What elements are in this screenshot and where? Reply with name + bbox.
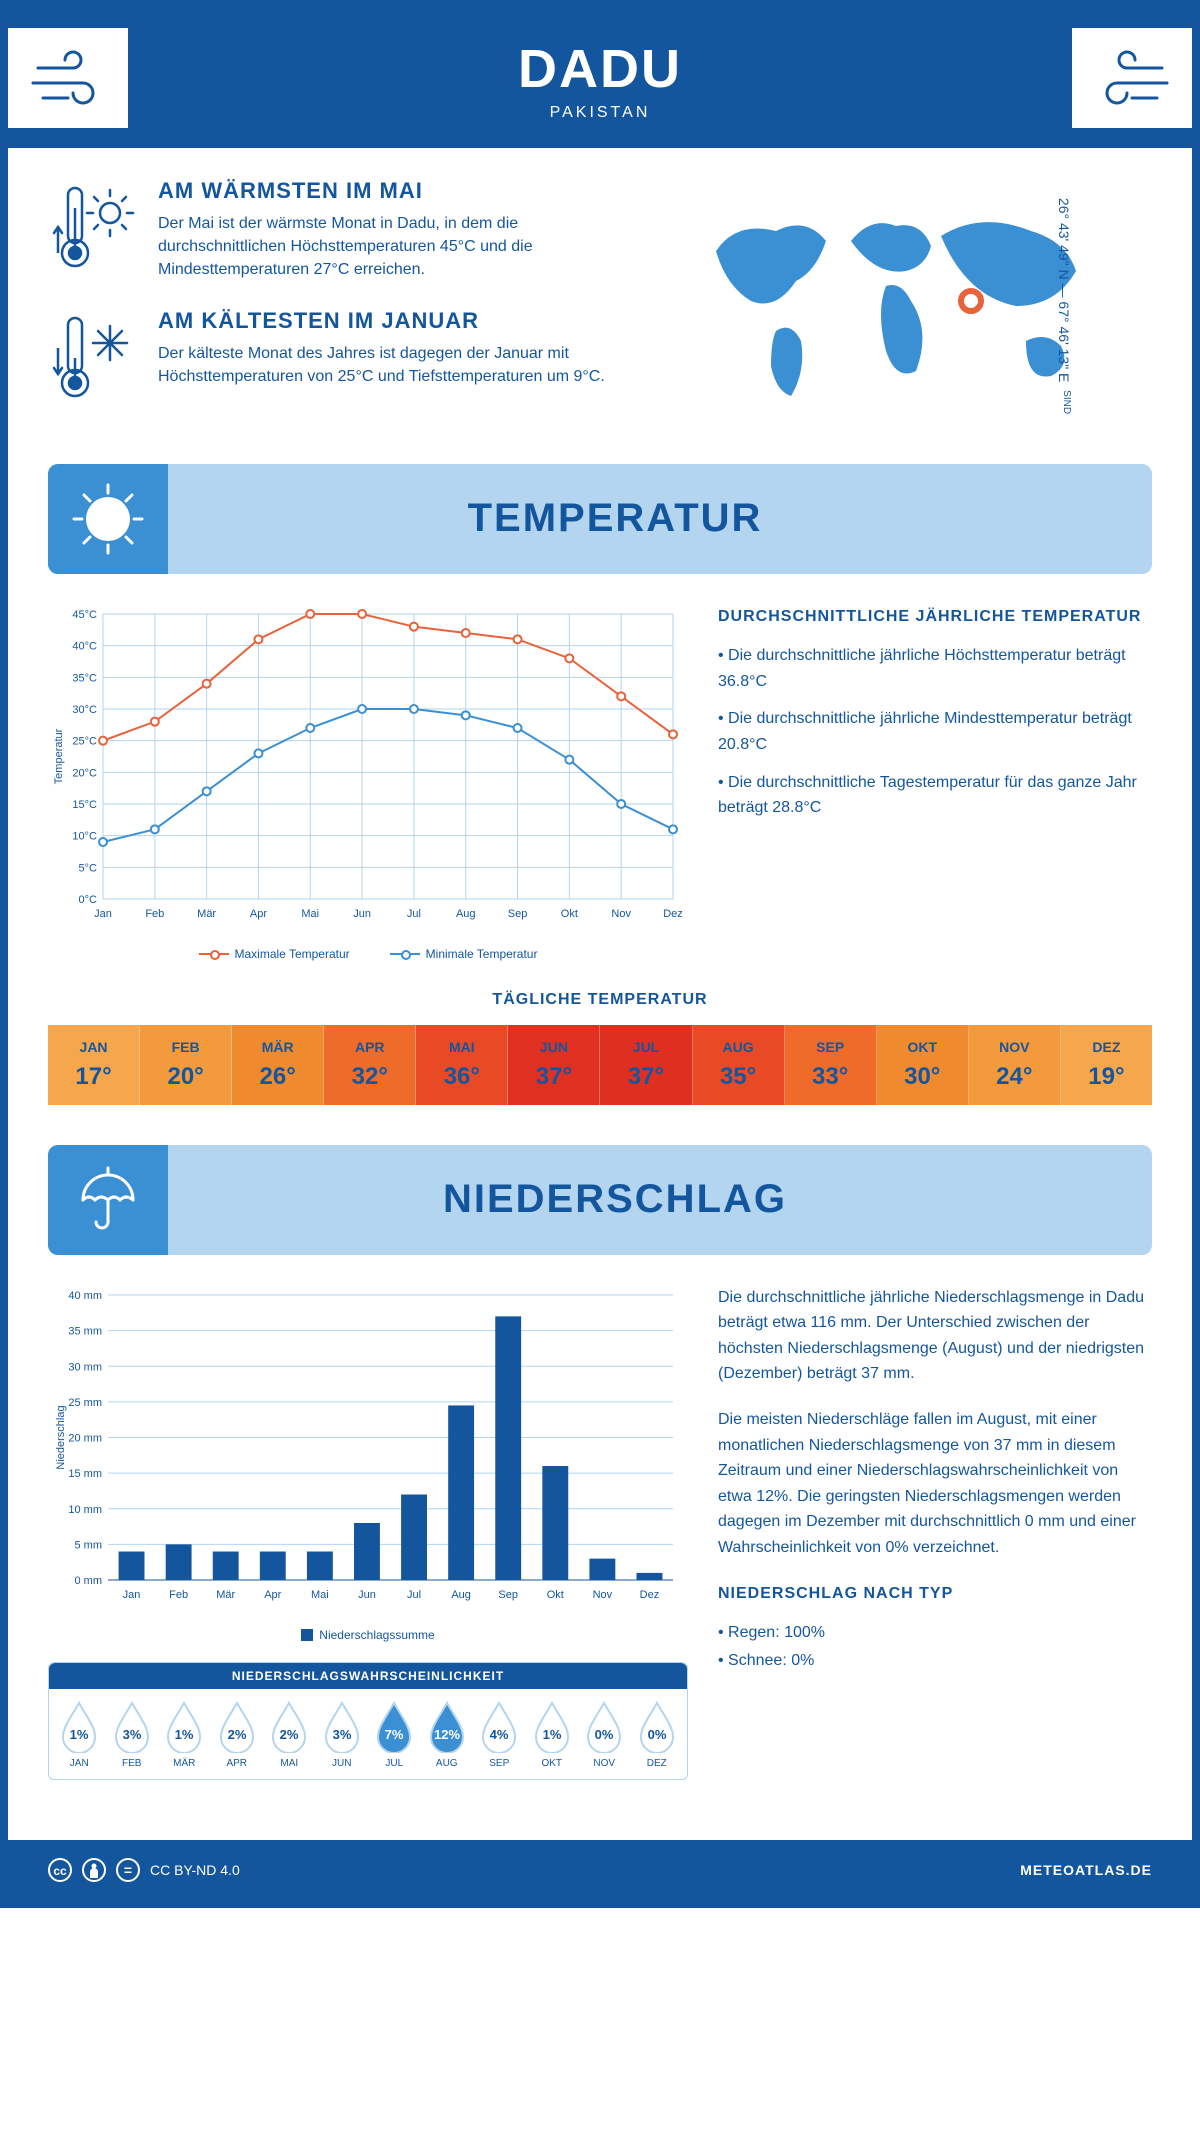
svg-text:1%: 1% [70, 1727, 89, 1742]
license-icons: cc = CC BY-ND 4.0 [48, 1858, 240, 1882]
svg-text:Jun: Jun [358, 1589, 376, 1601]
daily-temp-title: TÄGLICHE TEMPERATUR [48, 991, 1152, 1009]
thermometer-cold-icon [48, 308, 138, 408]
svg-text:0 mm: 0 mm [75, 1575, 103, 1587]
svg-text:10°C: 10°C [72, 830, 97, 842]
svg-text:30°C: 30°C [72, 704, 97, 716]
svg-text:Jul: Jul [407, 908, 421, 920]
svg-text:Dez: Dez [640, 1589, 660, 1601]
svg-text:Nov: Nov [611, 908, 631, 920]
svg-text:Sep: Sep [508, 908, 528, 920]
svg-text:Apr: Apr [250, 908, 267, 920]
svg-text:45°C: 45°C [72, 609, 97, 621]
coordinates: 26° 43' 49" N — 67° 46' 13" E SIND [1056, 198, 1072, 414]
temperature-summary: DURCHSCHNITTLICHE JÄHRLICHE TEMPERATUR •… [718, 604, 1152, 833]
cold-title: AM KÄLTESTEN IM JANUAR [158, 308, 611, 334]
warm-text: Der Mai ist der wärmste Monat in Dadu, i… [158, 212, 611, 282]
precipitation-chart: 0 mm 5 mm 10 mm 15 mm 20 mm 25 mm 30 mm 35 mm 40… [48, 1285, 688, 1780]
temperature-chart: 0°C 5°C 10°C 15°C 20°C 25°C 30°C 35°C 40°C 45°C Ja… [48, 604, 688, 961]
svg-text:20 mm: 20 mm [68, 1432, 102, 1444]
svg-text:0°C: 0°C [79, 894, 98, 906]
precipitation-summary: Die durchschnittliche jährliche Niedersc… [718, 1285, 1152, 1686]
wind-icon-left [8, 28, 128, 128]
wind-icon-right [1072, 28, 1192, 128]
svg-text:Aug: Aug [456, 908, 476, 920]
svg-text:20°C: 20°C [72, 767, 97, 779]
svg-text:Aug: Aug [451, 1589, 471, 1601]
svg-text:5 mm: 5 mm [75, 1539, 103, 1551]
svg-text:2%: 2% [227, 1727, 246, 1742]
umbrella-icon [48, 1145, 168, 1255]
svg-text:12%: 12% [434, 1727, 460, 1742]
svg-text:3%: 3% [122, 1727, 141, 1742]
header: DADU PAKISTAN [8, 8, 1192, 148]
svg-text:35°C: 35°C [72, 672, 97, 684]
legend-min: Minimale Temperatur [426, 947, 538, 961]
svg-text:2%: 2% [280, 1727, 299, 1742]
svg-text:Sep: Sep [498, 1589, 518, 1601]
svg-text:Temperatur: Temperatur [53, 728, 65, 784]
svg-text:Jul: Jul [407, 1589, 421, 1601]
sun-icon [48, 464, 168, 574]
page-subtitle: PAKISTAN [8, 104, 1192, 122]
svg-text:10 mm: 10 mm [68, 1503, 102, 1515]
legend-precip: Niederschlagssumme [319, 1628, 434, 1642]
svg-text:=: = [124, 1862, 132, 1878]
footer: cc = CC BY-ND 4.0 METEOATLAS.DE [8, 1840, 1192, 1900]
svg-text:15 mm: 15 mm [68, 1468, 102, 1480]
cold-text: Der kälteste Monat des Jahres ist dagege… [158, 342, 611, 388]
precip-probability-box: NIEDERSCHLAGSWAHRSCHEINLICHKEIT 1%JAN3%F… [48, 1662, 688, 1780]
svg-text:Feb: Feb [169, 1589, 188, 1601]
svg-text:Mai: Mai [301, 908, 319, 920]
svg-text:25 mm: 25 mm [68, 1396, 102, 1408]
svg-text:40 mm: 40 mm [68, 1290, 102, 1302]
svg-text:7%: 7% [385, 1727, 404, 1742]
svg-text:40°C: 40°C [72, 640, 97, 652]
svg-text:4%: 4% [490, 1727, 509, 1742]
section-precipitation: NIEDERSCHLAG [48, 1145, 1152, 1255]
svg-text:15°C: 15°C [72, 799, 97, 811]
svg-text:Mär: Mär [197, 908, 216, 920]
svg-text:1%: 1% [175, 1727, 194, 1742]
svg-text:Jan: Jan [94, 908, 112, 920]
svg-text:Dez: Dez [663, 908, 683, 920]
world-map: 26° 43' 49" N — 67° 46' 13" E SIND [641, 178, 1152, 434]
section-temperature: TEMPERATUR [48, 464, 1152, 574]
svg-text:Okt: Okt [561, 908, 578, 920]
legend-max: Maximale Temperatur [235, 947, 350, 961]
svg-text:5°C: 5°C [79, 862, 98, 874]
page-title: DADU [8, 38, 1192, 100]
site-name: METEOATLAS.DE [1020, 1862, 1152, 1878]
svg-text:Niederschlag: Niederschlag [55, 1405, 67, 1469]
warm-title: AM WÄRMSTEN IM MAI [158, 178, 611, 204]
svg-text:0%: 0% [647, 1727, 666, 1742]
svg-text:1%: 1% [542, 1727, 561, 1742]
license-text: CC BY-ND 4.0 [150, 1862, 240, 1878]
svg-text:cc: cc [53, 1864, 67, 1878]
svg-text:Feb: Feb [145, 908, 164, 920]
svg-text:Jun: Jun [353, 908, 371, 920]
svg-text:Nov: Nov [593, 1589, 613, 1601]
svg-text:35 mm: 35 mm [68, 1325, 102, 1337]
svg-text:Mai: Mai [311, 1589, 329, 1601]
svg-text:Okt: Okt [547, 1589, 564, 1601]
precipitation-heading: NIEDERSCHLAG [198, 1177, 1032, 1222]
thermometer-hot-icon [48, 178, 138, 278]
svg-text:Mär: Mär [216, 1589, 235, 1601]
svg-text:Apr: Apr [264, 1589, 281, 1601]
svg-text:0%: 0% [595, 1727, 614, 1742]
svg-text:Jan: Jan [123, 1589, 141, 1601]
svg-text:25°C: 25°C [72, 735, 97, 747]
temperature-heading: TEMPERATUR [198, 496, 1032, 541]
intro-left: AM WÄRMSTEN IM MAI Der Mai ist der wärms… [48, 178, 611, 434]
daily-temp-strip: JAN17°FEB20°MÄR26°APR32°MAI36°JUN37°JUL3… [48, 1025, 1152, 1105]
svg-text:3%: 3% [332, 1727, 351, 1742]
svg-text:30 mm: 30 mm [68, 1361, 102, 1373]
